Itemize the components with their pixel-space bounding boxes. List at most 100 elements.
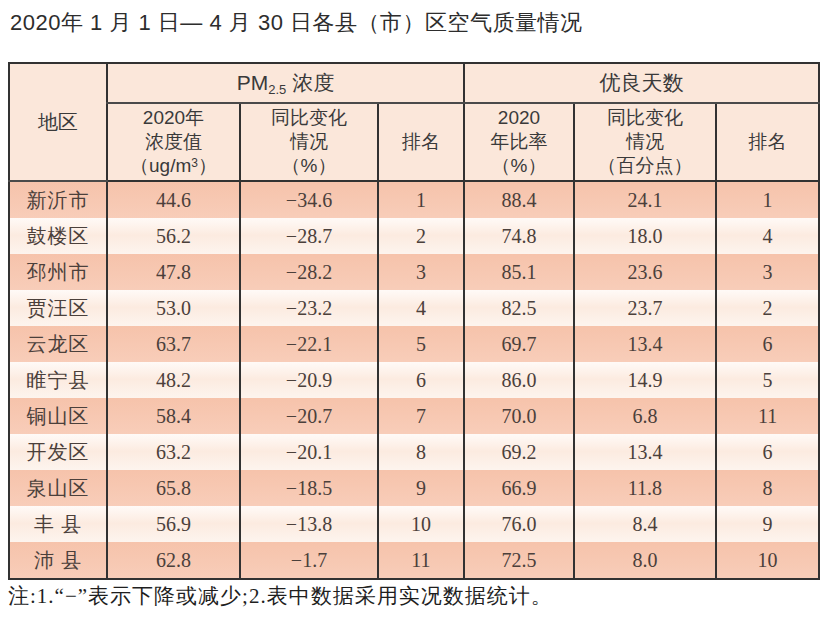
cell-region: 新沂市 — [9, 181, 107, 218]
table-row: 新沂市44.6−34.6188.424.11 — [9, 181, 819, 218]
cell-pm-value: 56.2 — [107, 218, 240, 254]
cell-days-rank: 1 — [716, 181, 819, 218]
table-row: 邳州市47.8−28.2385.123.63 — [9, 254, 819, 290]
cell-days-rank: 2 — [716, 290, 819, 326]
column-group-pm25: PM2.5 浓度 — [107, 63, 464, 103]
cell-pm-change: −28.2 — [240, 254, 378, 290]
cell-pm-rank: 11 — [378, 542, 464, 579]
cell-days-change: 13.4 — [574, 326, 716, 362]
cell-pm-change: −34.6 — [240, 181, 378, 218]
footnote: 注:1.“−”表示下降或减少;2.表中数据采用实况数据统计。 — [8, 582, 553, 610]
column-group-good-days: 优良天数 — [464, 63, 819, 103]
cell-pm-change: −13.8 — [240, 506, 378, 542]
cell-days-change: 23.7 — [574, 290, 716, 326]
cell-days-change: 8.4 — [574, 506, 716, 542]
cell-pm-value: 65.8 — [107, 470, 240, 506]
pm25-label: PM2.5 浓度 — [237, 71, 334, 94]
cell-pm-change: −20.9 — [240, 362, 378, 398]
cell-pm-value: 63.7 — [107, 326, 240, 362]
cell-days-rank: 4 — [716, 218, 819, 254]
cell-pm-change: −28.7 — [240, 218, 378, 254]
cell-days-change: 14.9 — [574, 362, 716, 398]
cell-days-ratio: 88.4 — [464, 181, 574, 218]
header-sub-row: 2020年 浓度值 （ug/m3） 同比变化 情况 （%） 排名 2020 年比… — [9, 103, 819, 181]
table-row: 开发区63.2−20.1869.213.46 — [9, 434, 819, 470]
cell-days-ratio: 66.9 — [464, 470, 574, 506]
cell-pm-rank: 6 — [378, 362, 464, 398]
cell-days-ratio: 69.7 — [464, 326, 574, 362]
cell-region: 开发区 — [9, 434, 107, 470]
cell-pm-rank: 4 — [378, 290, 464, 326]
cell-pm-value: 58.4 — [107, 398, 240, 434]
cell-days-rank: 6 — [716, 326, 819, 362]
cell-days-change: 24.1 — [574, 181, 716, 218]
table-header: 地区 PM2.5 浓度 优良天数 2020年 浓度值 （ug/m3） 同比变化 … — [9, 63, 819, 181]
cell-days-rank: 10 — [716, 542, 819, 579]
column-header-pm-concentration: 2020年 浓度值 （ug/m3） — [107, 103, 240, 181]
column-header-days-ratio: 2020 年比率 （%） — [464, 103, 574, 181]
cell-days-change: 13.4 — [574, 434, 716, 470]
cell-days-change: 11.8 — [574, 470, 716, 506]
cell-days-ratio: 85.1 — [464, 254, 574, 290]
cell-pm-rank: 9 — [378, 470, 464, 506]
table-row: 丰 县56.9−13.81076.08.49 — [9, 506, 819, 542]
cell-region: 睢宁县 — [9, 362, 107, 398]
page-title: 2020年 1 月 1 日— 4 月 30 日各县（市）区空气质量情况 — [10, 8, 583, 38]
cell-pm-rank: 5 — [378, 326, 464, 362]
cell-days-ratio: 72.5 — [464, 542, 574, 579]
cell-days-change: 18.0 — [574, 218, 716, 254]
cell-region: 贾汪区 — [9, 290, 107, 326]
cell-days-rank: 3 — [716, 254, 819, 290]
cell-pm-value: 44.6 — [107, 181, 240, 218]
cell-pm-rank: 7 — [378, 398, 464, 434]
cell-pm-change: −20.1 — [240, 434, 378, 470]
column-header-region: 地区 — [9, 63, 107, 181]
cell-pm-value: 47.8 — [107, 254, 240, 290]
cell-days-change: 6.8 — [574, 398, 716, 434]
cell-days-ratio: 82.5 — [464, 290, 574, 326]
cell-region: 云龙区 — [9, 326, 107, 362]
cell-days-ratio: 86.0 — [464, 362, 574, 398]
cell-pm-change: −20.7 — [240, 398, 378, 434]
air-quality-table: 地区 PM2.5 浓度 优良天数 2020年 浓度值 （ug/m3） 同比变化 … — [8, 62, 820, 580]
cell-days-change: 8.0 — [574, 542, 716, 579]
column-header-days-rank: 排名 — [716, 103, 819, 181]
cell-pm-change: −18.5 — [240, 470, 378, 506]
cell-days-ratio: 69.2 — [464, 434, 574, 470]
table-row: 泉山区65.8−18.5966.911.88 — [9, 470, 819, 506]
cell-days-ratio: 74.8 — [464, 218, 574, 254]
table-row: 鼓楼区56.2−28.7274.818.04 — [9, 218, 819, 254]
cell-region: 铜山区 — [9, 398, 107, 434]
column-header-pm-rank: 排名 — [378, 103, 464, 181]
cell-pm-change: −22.1 — [240, 326, 378, 362]
cell-region: 泉山区 — [9, 470, 107, 506]
header-group-row: 地区 PM2.5 浓度 优良天数 — [9, 63, 819, 103]
table-row: 贾汪区53.0−23.2482.523.72 — [9, 290, 819, 326]
cell-days-rank: 8 — [716, 470, 819, 506]
cell-days-rank: 5 — [716, 362, 819, 398]
cell-pm-value: 63.2 — [107, 434, 240, 470]
cell-pm-rank: 10 — [378, 506, 464, 542]
table-row: 沛 县62.8−1.71172.58.010 — [9, 542, 819, 579]
table-row: 睢宁县48.2−20.9686.014.95 — [9, 362, 819, 398]
table-row: 云龙区63.7−22.1569.713.46 — [9, 326, 819, 362]
cell-pm-value: 56.9 — [107, 506, 240, 542]
cell-region: 鼓楼区 — [9, 218, 107, 254]
cell-days-ratio: 76.0 — [464, 506, 574, 542]
cell-days-rank: 9 — [716, 506, 819, 542]
cell-days-change: 23.6 — [574, 254, 716, 290]
cell-days-ratio: 70.0 — [464, 398, 574, 434]
cell-days-rank: 6 — [716, 434, 819, 470]
cell-pm-value: 48.2 — [107, 362, 240, 398]
column-header-pm-change: 同比变化 情况 （%） — [240, 103, 378, 181]
column-header-days-change: 同比变化 情况 （百分点） — [574, 103, 716, 181]
cell-pm-value: 62.8 — [107, 542, 240, 579]
cell-days-rank: 11 — [716, 398, 819, 434]
cell-region: 沛 县 — [9, 542, 107, 579]
table-body: 新沂市44.6−34.6188.424.11鼓楼区56.2−28.7274.81… — [9, 181, 819, 579]
cell-pm-rank: 8 — [378, 434, 464, 470]
cell-pm-change: −23.2 — [240, 290, 378, 326]
cell-pm-rank: 2 — [378, 218, 464, 254]
cell-pm-rank: 1 — [378, 181, 464, 218]
table-row: 铜山区58.4−20.7770.06.811 — [9, 398, 819, 434]
